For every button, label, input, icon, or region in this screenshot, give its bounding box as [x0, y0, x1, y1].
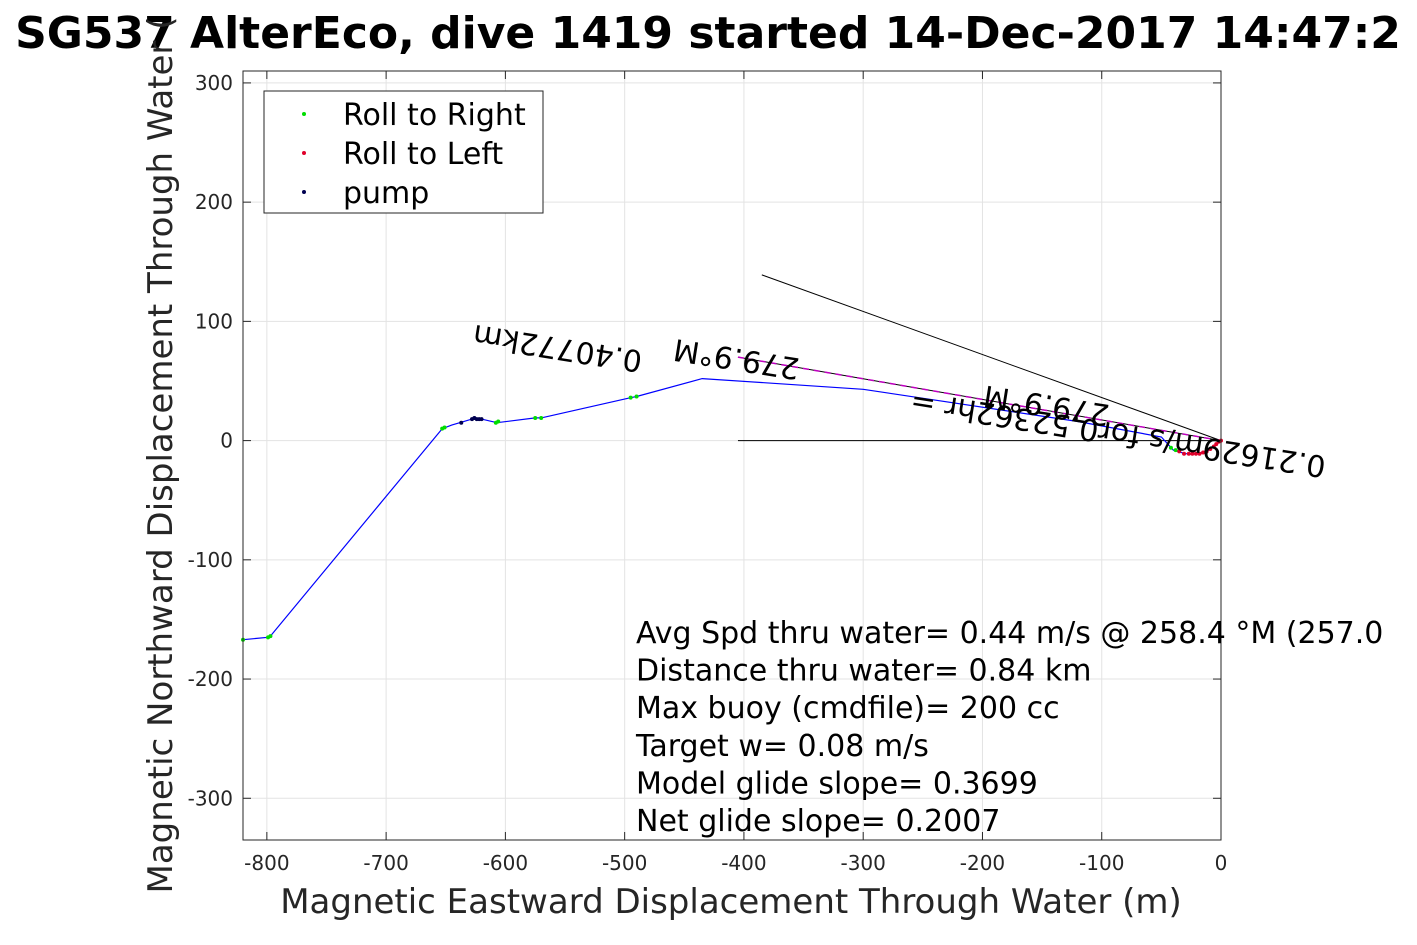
vector-line-1	[761, 274, 1222, 442]
legend-marker	[302, 151, 306, 155]
roll-to-right-point	[268, 634, 273, 639]
x-tick-label: -800	[244, 851, 289, 875]
y-tick-label: 300	[195, 71, 233, 95]
roll-to-right-point	[496, 419, 501, 424]
tick-labels: -800 -700 -600 -500 -400 -300 -200 -100 0 300 200 1…	[188, 71, 1228, 875]
roll-to-right-point	[1173, 448, 1178, 453]
roll-to-left-point	[1177, 449, 1182, 454]
y-tick-label: -300	[188, 786, 233, 810]
y-tick-label: -100	[188, 548, 233, 572]
roll-to-left-point	[1193, 451, 1198, 456]
roll-to-left-point	[1190, 451, 1195, 456]
x-tick-label: -600	[483, 851, 528, 875]
axes-frame	[242, 70, 1222, 841]
x-axis-label: Magnetic Eastward Displacement Through W…	[280, 882, 1182, 922]
roll-to-left-point	[1208, 446, 1213, 451]
roll-to-left-point	[1186, 451, 1191, 456]
current-vectors	[737, 274, 1222, 442]
stats-line: Model glide slope= 0.3699	[636, 766, 1038, 801]
legend: Roll to Right Roll to Left pump	[263, 90, 544, 214]
y-axis-label: Magnetic Northward Displacement Through …	[141, 17, 181, 894]
legend-marker	[302, 190, 306, 194]
y-tick-label: 200	[195, 190, 233, 214]
series-layer	[241, 377, 1223, 642]
pump-point	[479, 417, 484, 422]
stats-line: Net glide slope= 0.2007	[636, 804, 1000, 839]
axes-box	[242, 70, 1222, 841]
x-tick-label: -700	[363, 851, 408, 875]
legend-label: Roll to Left	[343, 137, 503, 172]
stats-annotations: Avg Spd thru water= 0.44 m/s @ 258.4 °M …	[635, 616, 1383, 839]
pump-point	[459, 420, 464, 425]
roll-to-left-point	[1182, 451, 1187, 456]
roll-to-left-point	[1204, 449, 1209, 454]
roll-to-left-point	[1197, 451, 1202, 456]
stats-line: Distance thru water= 0.84 km	[636, 654, 1091, 689]
roll-to-right-point	[539, 415, 544, 420]
legend-label: Roll to Right	[343, 98, 526, 133]
roll-to-right-point	[628, 395, 633, 400]
roll-to-right-point	[634, 394, 639, 399]
x-tick-label: 0	[1215, 851, 1228, 875]
x-tick-label: -300	[840, 851, 885, 875]
x-tick-label: -200	[960, 851, 1005, 875]
legend-box	[263, 90, 544, 214]
roll-to-right-point	[442, 425, 447, 430]
stats-line: Max buoy (cmdfile)= 200 cc	[636, 691, 1060, 726]
roll-to-left-point	[1201, 450, 1206, 455]
y-tick-label: 0	[220, 429, 233, 453]
x-tick-label: -100	[1079, 851, 1124, 875]
stats-line: Target w= 0.08 m/s	[635, 729, 929, 764]
chart-title: SG537 AlterEco, dive 1419 started 14-Dec…	[15, 8, 1401, 59]
y-tick-label: 100	[195, 309, 233, 333]
stats-line: Avg Spd thru water= 0.44 m/s @ 258.4 °M …	[636, 616, 1383, 651]
y-tick-label: -200	[188, 667, 233, 691]
roll-to-right-point	[1168, 445, 1173, 450]
roll-to-right-point	[533, 415, 538, 420]
x-tick-label: -400	[721, 851, 766, 875]
current-line	[737, 356, 1222, 442]
legend-label: pump	[343, 176, 429, 211]
x-tick-label: -500	[602, 851, 647, 875]
legend-marker	[302, 112, 306, 116]
